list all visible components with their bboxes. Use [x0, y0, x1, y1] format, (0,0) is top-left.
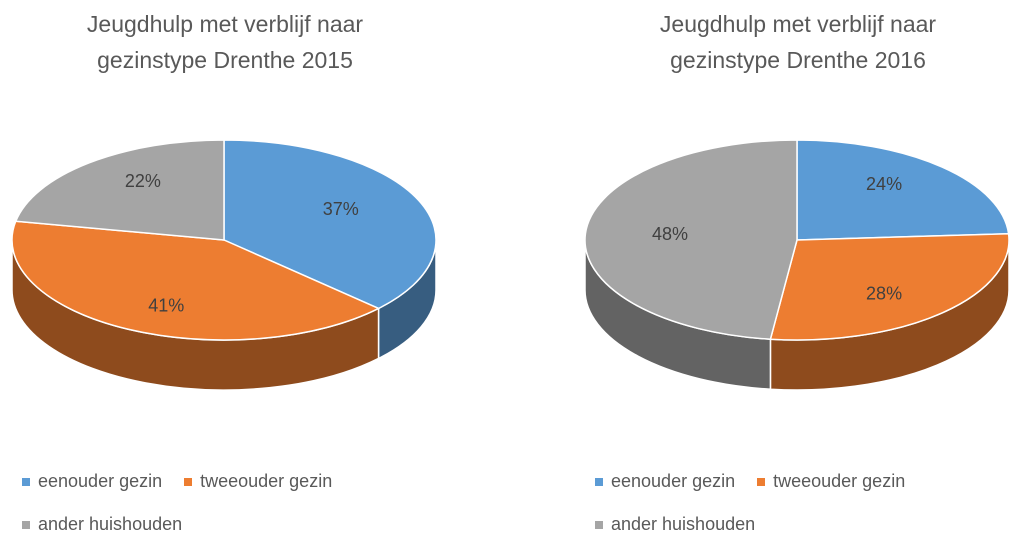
data-label: 28% [866, 283, 902, 303]
data-label: 37% [323, 199, 359, 219]
legend-label: tweeouder gezin [200, 471, 333, 491]
legend-item: eenouder gezin [595, 466, 735, 509]
pie-chart: 37% 41% 22% [11, 139, 437, 391]
slice [11, 220, 381, 341]
legend-label: ander huishouden [611, 514, 756, 534]
legend: eenouder gezin tweeouder gezin ander huish… [595, 466, 1010, 536]
data-label: 41% [148, 296, 184, 316]
legend-swatch [184, 478, 193, 487]
legend-item: tweeouder gezin [184, 466, 332, 509]
chart-title: Jeugdhulp met verblijf naar gezinstype D… [659, 11, 937, 73]
pie-chart: 24% 28% 48% [584, 139, 1010, 391]
legend-label: eenouder gezin [38, 471, 163, 491]
legend-swatch [22, 521, 30, 530]
data-label: 48% [652, 224, 688, 244]
chart-title: Jeugdhulp met verblijf naar gezinstype D… [86, 11, 364, 73]
slice [796, 139, 1010, 241]
slice [223, 139, 437, 310]
slice [769, 232, 1010, 341]
data-label: 22% [125, 171, 161, 191]
legend-label: tweeouder gezin [773, 471, 906, 491]
legend: eenouder gezin tweeouder gezin ander huish… [22, 466, 502, 536]
data-label: 24% [866, 174, 902, 194]
legend-swatch [22, 478, 30, 487]
slice [14, 139, 225, 241]
legend-swatch [595, 521, 603, 530]
slice [584, 139, 798, 340]
legend-label: eenouder gezin [611, 471, 736, 491]
legend-label: ander huishouden [38, 514, 183, 534]
legend-item: ander huishouden [22, 509, 182, 536]
legend-item: ander huishouden [595, 509, 755, 536]
chart: Jeugdhulp met verblijf naar gezinstype D… [11, 11, 502, 536]
chart: Jeugdhulp met verblijf naar gezinstype D… [573, 0, 1010, 536]
legend-swatch [595, 478, 603, 487]
legend-swatch [757, 478, 766, 487]
legend-item: eenouder gezin [22, 466, 162, 509]
legend-item: tweeouder gezin [757, 466, 905, 509]
